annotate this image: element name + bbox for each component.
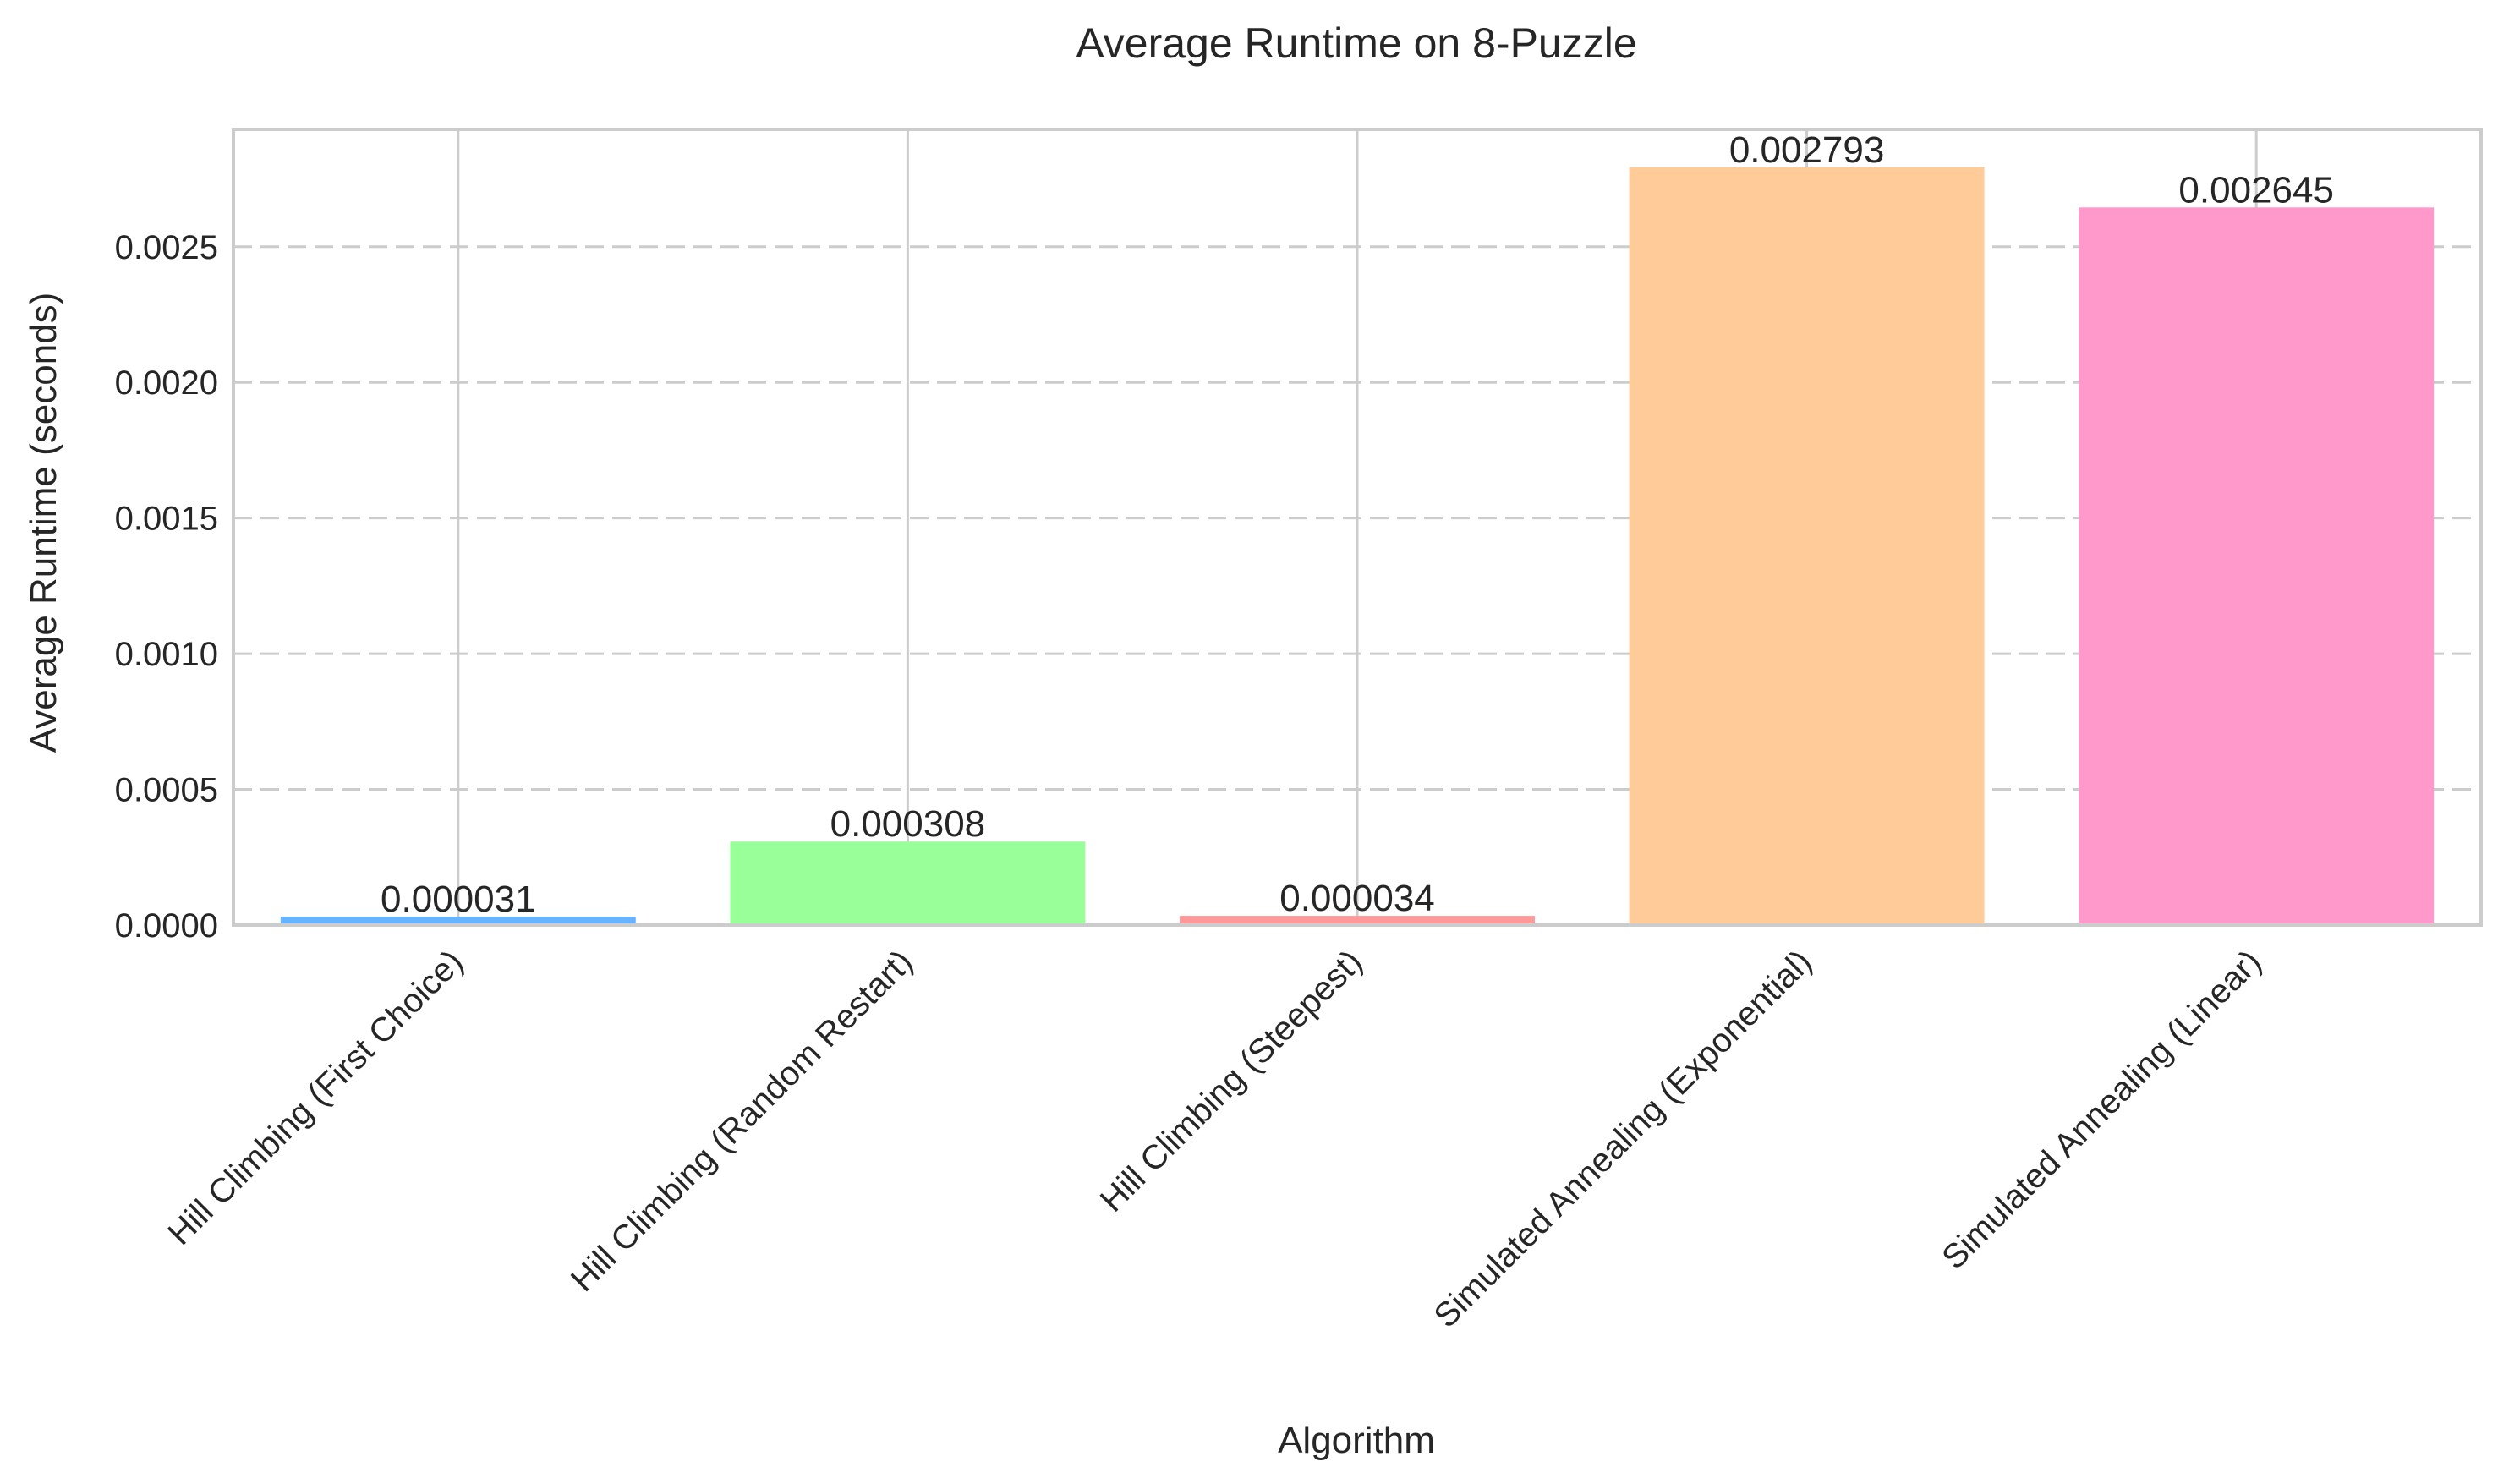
y-tick-label: 0.0010 — [115, 636, 218, 673]
plot-frame — [232, 128, 2483, 927]
data-labels: 0.000031 0.000308 0.000034 0.002793 0.002645 — [381, 129, 2334, 920]
data-label: 0.002793 — [1729, 129, 1885, 171]
data-label: 0.002645 — [2178, 169, 2334, 211]
bar — [1629, 167, 1985, 925]
y-tick-label: 0.0000 — [115, 907, 218, 945]
y-tick-label: 0.0005 — [115, 772, 218, 809]
data-label: 0.000308 — [830, 803, 986, 845]
x-axis-label: Algorithm — [1278, 1420, 1435, 1461]
y-tick-label: 0.0015 — [115, 501, 218, 538]
bar — [2079, 207, 2435, 926]
bar — [1180, 916, 1535, 925]
y-axis-ticks: 0.0000 0.0005 0.0010 0.0015 0.0020 0.0025 — [115, 229, 218, 945]
data-label: 0.000034 — [1279, 878, 1435, 919]
y-tick-label: 0.0020 — [115, 364, 218, 402]
bars — [280, 167, 2435, 926]
y-axis-label: Average Runtime (seconds) — [23, 293, 64, 753]
data-label: 0.000031 — [381, 879, 536, 920]
y-tick-label: 0.0025 — [115, 229, 218, 266]
bar — [280, 917, 636, 925]
bar — [730, 841, 1086, 925]
chart-title: Average Runtime on 8-Puzzle — [1076, 19, 1636, 67]
